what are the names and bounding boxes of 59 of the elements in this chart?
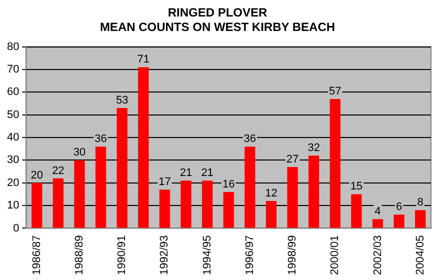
data-label: 22 [52,164,64,177]
data-label: 53 [116,94,128,107]
bar [330,98,340,228]
bar [351,194,362,228]
x-tick-label: 2000/01 [329,235,342,276]
bar [266,201,277,228]
y-tick-label: 0 [13,222,20,234]
data-label: 17 [158,176,171,188]
bar [287,167,298,228]
bar [308,156,320,228]
chart-title: RINGED PLOVER [168,6,268,20]
y-tick-label: 80 [6,40,20,53]
x-tick-label: 2002/03 [372,235,384,276]
x-tick-label: 1990/91 [116,235,128,276]
data-label: 15 [350,180,363,193]
data-label: 12 [265,188,278,200]
bar [116,108,128,228]
bar [394,214,404,228]
y-tick-label: 10 [6,200,20,212]
x-tick-label: 1988/89 [74,235,86,276]
bar [138,67,149,228]
bar [159,190,170,228]
bar [74,160,85,228]
bar [372,219,384,228]
x-tick-label: 1996/97 [244,235,256,276]
y-tick-label: 40 [6,132,20,144]
bar [32,182,42,228]
data-label: 36 [94,133,107,146]
y-tick-label: 60 [6,86,20,98]
y-tick-label: 70 [6,64,20,76]
chart-subtitle: MEAN COUNTS ON WEST KIRBY BEACH [100,20,336,34]
x-tick-label: 1986/87 [30,235,43,276]
data-label: 36 [244,133,256,146]
bar [52,178,64,228]
data-label: 21 [180,167,192,180]
bar [244,146,256,228]
data-label: 30 [73,146,86,159]
bar [202,180,213,228]
bar [223,192,234,228]
data-label: 57 [329,85,342,98]
x-tick-label: 2004/05 [414,235,426,276]
x-tick-label: 1998/99 [286,235,299,276]
x-tick-label: 1994/95 [201,235,214,276]
data-label: 8 [417,196,424,209]
data-label: 71 [137,54,150,66]
y-tick-label: 50 [6,108,20,121]
data-label: 16 [222,178,235,190]
data-label: 4 [374,206,381,218]
data-label: 20 [30,169,44,182]
y-tick-label: 30 [6,154,20,166]
data-label: 21 [201,167,214,180]
bar [180,180,192,228]
x-tick-label: 1992/93 [158,235,171,276]
y-tick-label: 20 [6,176,20,189]
data-label: 27 [286,154,299,166]
data-label: 6 [396,201,402,214]
data-label: 32 [308,142,320,154]
bar [95,146,106,228]
bar [415,210,426,228]
